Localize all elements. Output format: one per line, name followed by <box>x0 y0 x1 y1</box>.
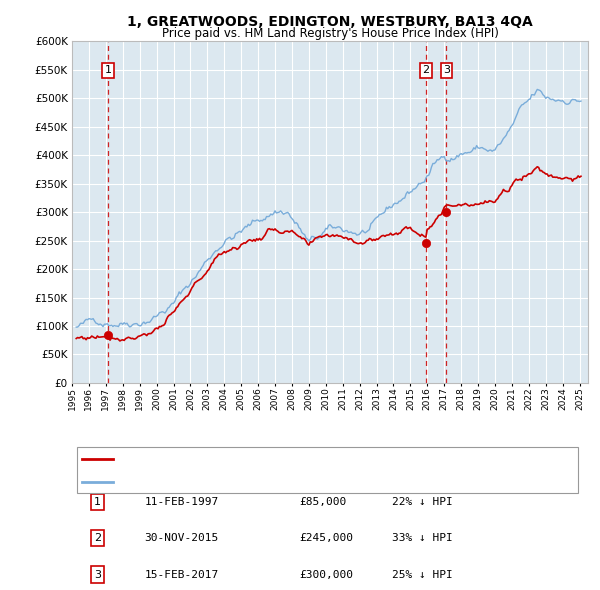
Text: 33% ↓ HPI: 33% ↓ HPI <box>392 533 452 543</box>
Text: 1, GREATWOODS, EDINGTON, WESTBURY, BA13 4QA: 1, GREATWOODS, EDINGTON, WESTBURY, BA13 … <box>127 15 533 29</box>
Text: 25% ↓ HPI: 25% ↓ HPI <box>392 569 452 579</box>
Text: £300,000: £300,000 <box>299 569 353 579</box>
FancyBboxPatch shape <box>77 447 578 493</box>
Text: 3: 3 <box>443 65 450 76</box>
Text: 2: 2 <box>422 65 430 76</box>
Text: HPI: Average price, detached house, Wiltshire: HPI: Average price, detached house, Wilt… <box>124 477 352 487</box>
Text: £85,000: £85,000 <box>299 497 346 507</box>
Text: £245,000: £245,000 <box>299 533 353 543</box>
Text: 30-NOV-2015: 30-NOV-2015 <box>144 533 218 543</box>
Text: 3: 3 <box>94 569 101 579</box>
Text: 1: 1 <box>104 65 112 76</box>
Text: 1, GREATWOODS, EDINGTON, WESTBURY, BA13 4QA (detached house): 1, GREATWOODS, EDINGTON, WESTBURY, BA13 … <box>124 454 476 464</box>
Text: Price paid vs. HM Land Registry's House Price Index (HPI): Price paid vs. HM Land Registry's House … <box>161 27 499 40</box>
Text: 2: 2 <box>94 533 101 543</box>
Text: 22% ↓ HPI: 22% ↓ HPI <box>392 497 452 507</box>
Text: 11-FEB-1997: 11-FEB-1997 <box>144 497 218 507</box>
Text: 15-FEB-2017: 15-FEB-2017 <box>144 569 218 579</box>
Text: 1: 1 <box>94 497 101 507</box>
